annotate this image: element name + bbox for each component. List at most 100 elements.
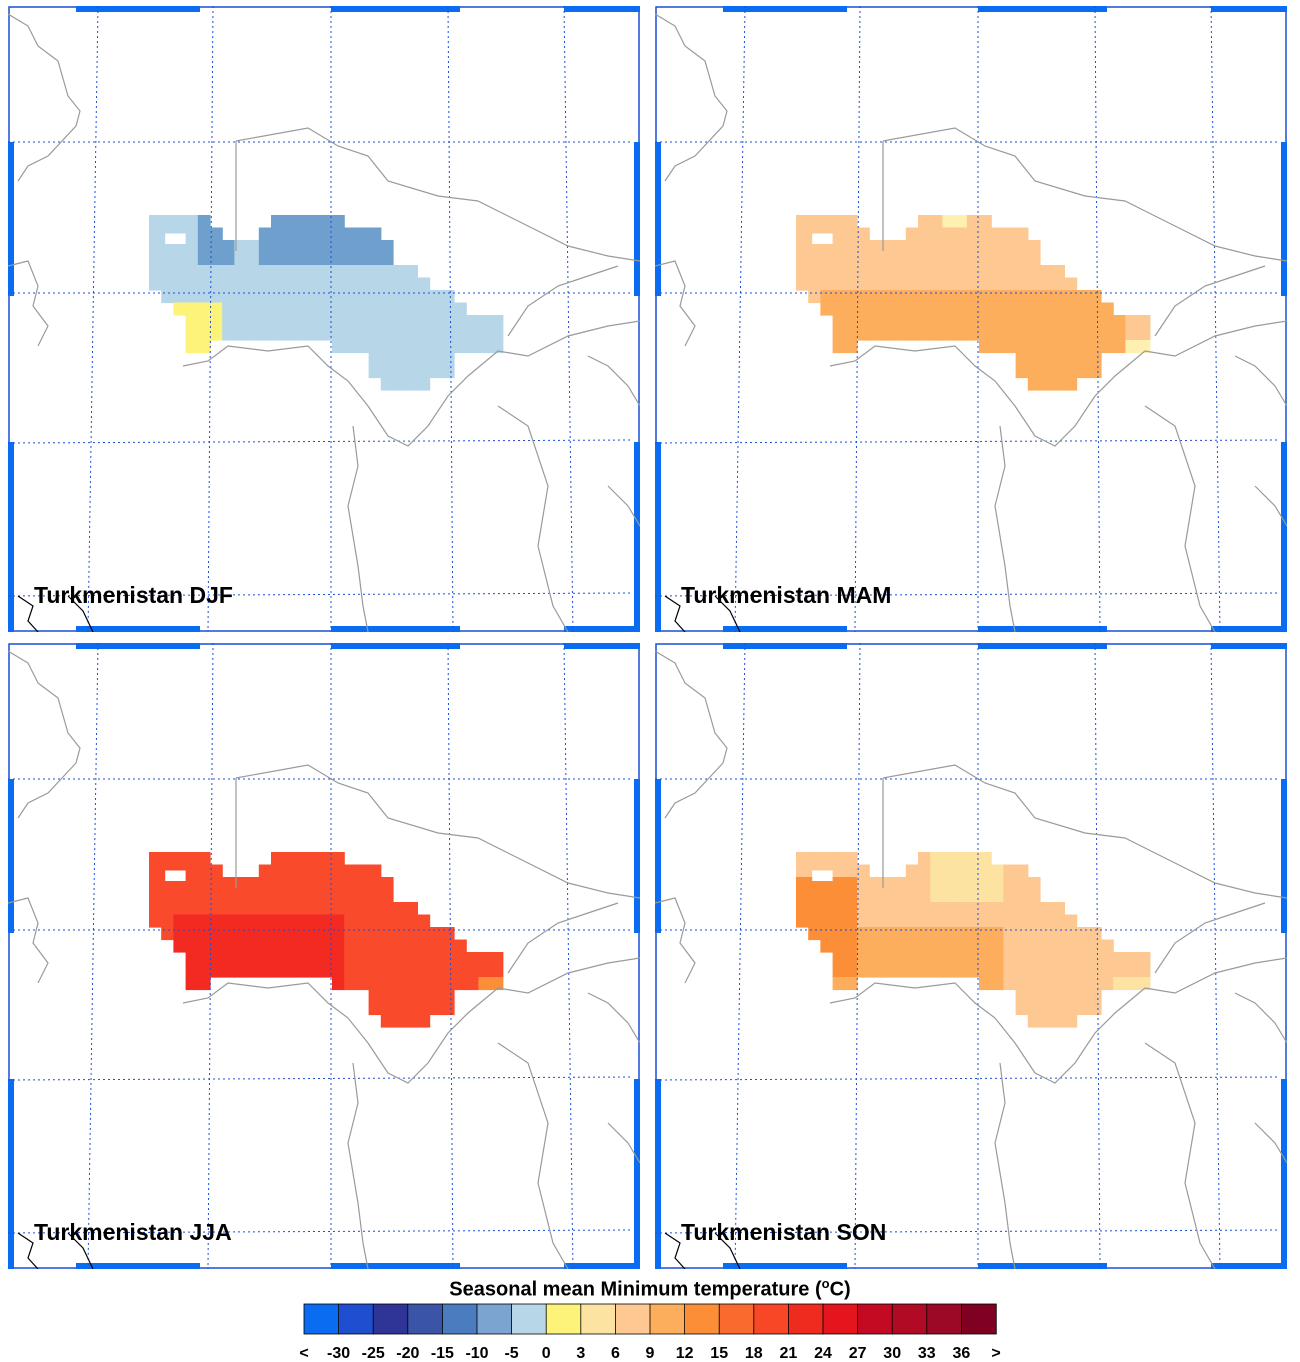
grid-cell xyxy=(393,302,406,316)
grid-cell xyxy=(1052,315,1065,329)
grid-cell xyxy=(930,927,943,941)
country-borders xyxy=(655,13,1287,632)
grid-cell xyxy=(905,252,919,266)
grid-cell xyxy=(1003,265,1017,279)
grid-cell xyxy=(1027,290,1041,304)
grid-cell xyxy=(796,240,809,254)
grid-cell xyxy=(918,927,931,941)
grid-cell xyxy=(368,352,382,366)
grid-cell xyxy=(1003,864,1017,878)
grid-cell xyxy=(246,952,260,966)
grid-cell xyxy=(1125,977,1139,991)
grid-cell xyxy=(161,265,174,279)
grid-cell xyxy=(1076,1002,1090,1016)
grid-cell xyxy=(197,977,211,991)
grid-cell xyxy=(893,939,907,953)
grid-cell xyxy=(210,889,223,903)
grid-cell xyxy=(307,277,321,291)
grid-cell xyxy=(905,902,919,916)
grid-cell xyxy=(1003,327,1017,341)
grid-cell xyxy=(258,227,272,241)
grid-cell xyxy=(1040,927,1053,941)
grid-cell xyxy=(979,240,992,254)
grid-cell xyxy=(881,302,895,316)
grid-cell xyxy=(466,977,479,991)
grid-cell xyxy=(185,964,199,978)
grid-cell xyxy=(1003,939,1017,953)
grid-cell xyxy=(942,864,956,878)
grid-cell xyxy=(918,964,931,978)
grid-cell xyxy=(197,277,211,291)
grid-cell xyxy=(319,265,333,279)
grid-cell xyxy=(979,964,992,978)
grid-cell xyxy=(869,952,882,966)
grid-cell xyxy=(466,964,479,978)
grid-cell xyxy=(197,889,211,903)
grid-cell xyxy=(197,927,211,941)
grid-cell xyxy=(930,227,943,241)
grid-cell xyxy=(271,877,284,891)
grid-cell xyxy=(393,352,406,366)
grid-cell xyxy=(1003,340,1017,354)
grid-cell xyxy=(380,252,394,266)
grid-cell xyxy=(930,877,943,891)
colorbar-tick-label: 33 xyxy=(918,1345,936,1362)
grid-cell xyxy=(258,277,272,291)
grid-cell xyxy=(808,889,821,903)
grid-cell xyxy=(319,315,333,329)
grid-cell xyxy=(368,290,382,304)
grid-cell xyxy=(149,864,162,878)
grid-cell xyxy=(991,327,1004,341)
grid-cell xyxy=(210,327,223,341)
grid-cell xyxy=(869,277,882,291)
grid-cell xyxy=(954,927,968,941)
grid-cell xyxy=(490,952,504,966)
grid-cell xyxy=(258,889,272,903)
grid-cell xyxy=(405,952,418,966)
grid-cell xyxy=(1027,977,1041,991)
grid-cell xyxy=(954,952,968,966)
grid-cell xyxy=(197,864,211,878)
grid-cell xyxy=(246,889,260,903)
grid-cell xyxy=(1015,914,1029,928)
grid-cell xyxy=(210,252,223,266)
grid-cell xyxy=(173,215,187,229)
grid-cell xyxy=(869,964,882,978)
grid-cell xyxy=(283,215,296,229)
grid-cell xyxy=(918,914,931,928)
grid-cell xyxy=(832,277,846,291)
grid-cell xyxy=(405,939,418,953)
grid-cell xyxy=(368,914,382,928)
grid-cell xyxy=(283,265,296,279)
colorbar-tick-label: 18 xyxy=(745,1345,763,1362)
grid-cell xyxy=(271,864,284,878)
grid-cell xyxy=(796,252,809,266)
lake-cell xyxy=(165,233,186,244)
grid-cell xyxy=(185,277,199,291)
grid-cell xyxy=(197,902,211,916)
grid-cell xyxy=(222,290,235,304)
grid-cell xyxy=(210,864,223,878)
grid-cell xyxy=(1015,939,1029,953)
grid-cell xyxy=(307,327,321,341)
grid-cell xyxy=(332,215,345,229)
grid-cell xyxy=(1076,365,1090,379)
colorbar-tick-label: 24 xyxy=(814,1345,832,1362)
grid-cell xyxy=(246,265,260,279)
grid-cell xyxy=(405,315,418,329)
grid-cell xyxy=(844,215,858,229)
grid-cell xyxy=(197,914,211,928)
grid-cell xyxy=(380,977,394,991)
grid-cell xyxy=(844,252,858,266)
grid-cell xyxy=(832,889,846,903)
grid-cell xyxy=(197,265,211,279)
grid-cell xyxy=(1027,265,1041,279)
grid-cell xyxy=(332,864,345,878)
colorbar-tick-label: -20 xyxy=(396,1345,419,1362)
grid-cell xyxy=(149,852,162,866)
grid-cell xyxy=(966,252,980,266)
colorbar-graphic: < -30 -25 -20 -15 -10 -5 0 3 6 9 12 15 18 21 24 27 30 33 36… xyxy=(299,1303,1001,1362)
grid-cell xyxy=(271,852,284,866)
colorbar-tick-label: -25 xyxy=(362,1345,385,1362)
grid-cell xyxy=(808,252,821,266)
